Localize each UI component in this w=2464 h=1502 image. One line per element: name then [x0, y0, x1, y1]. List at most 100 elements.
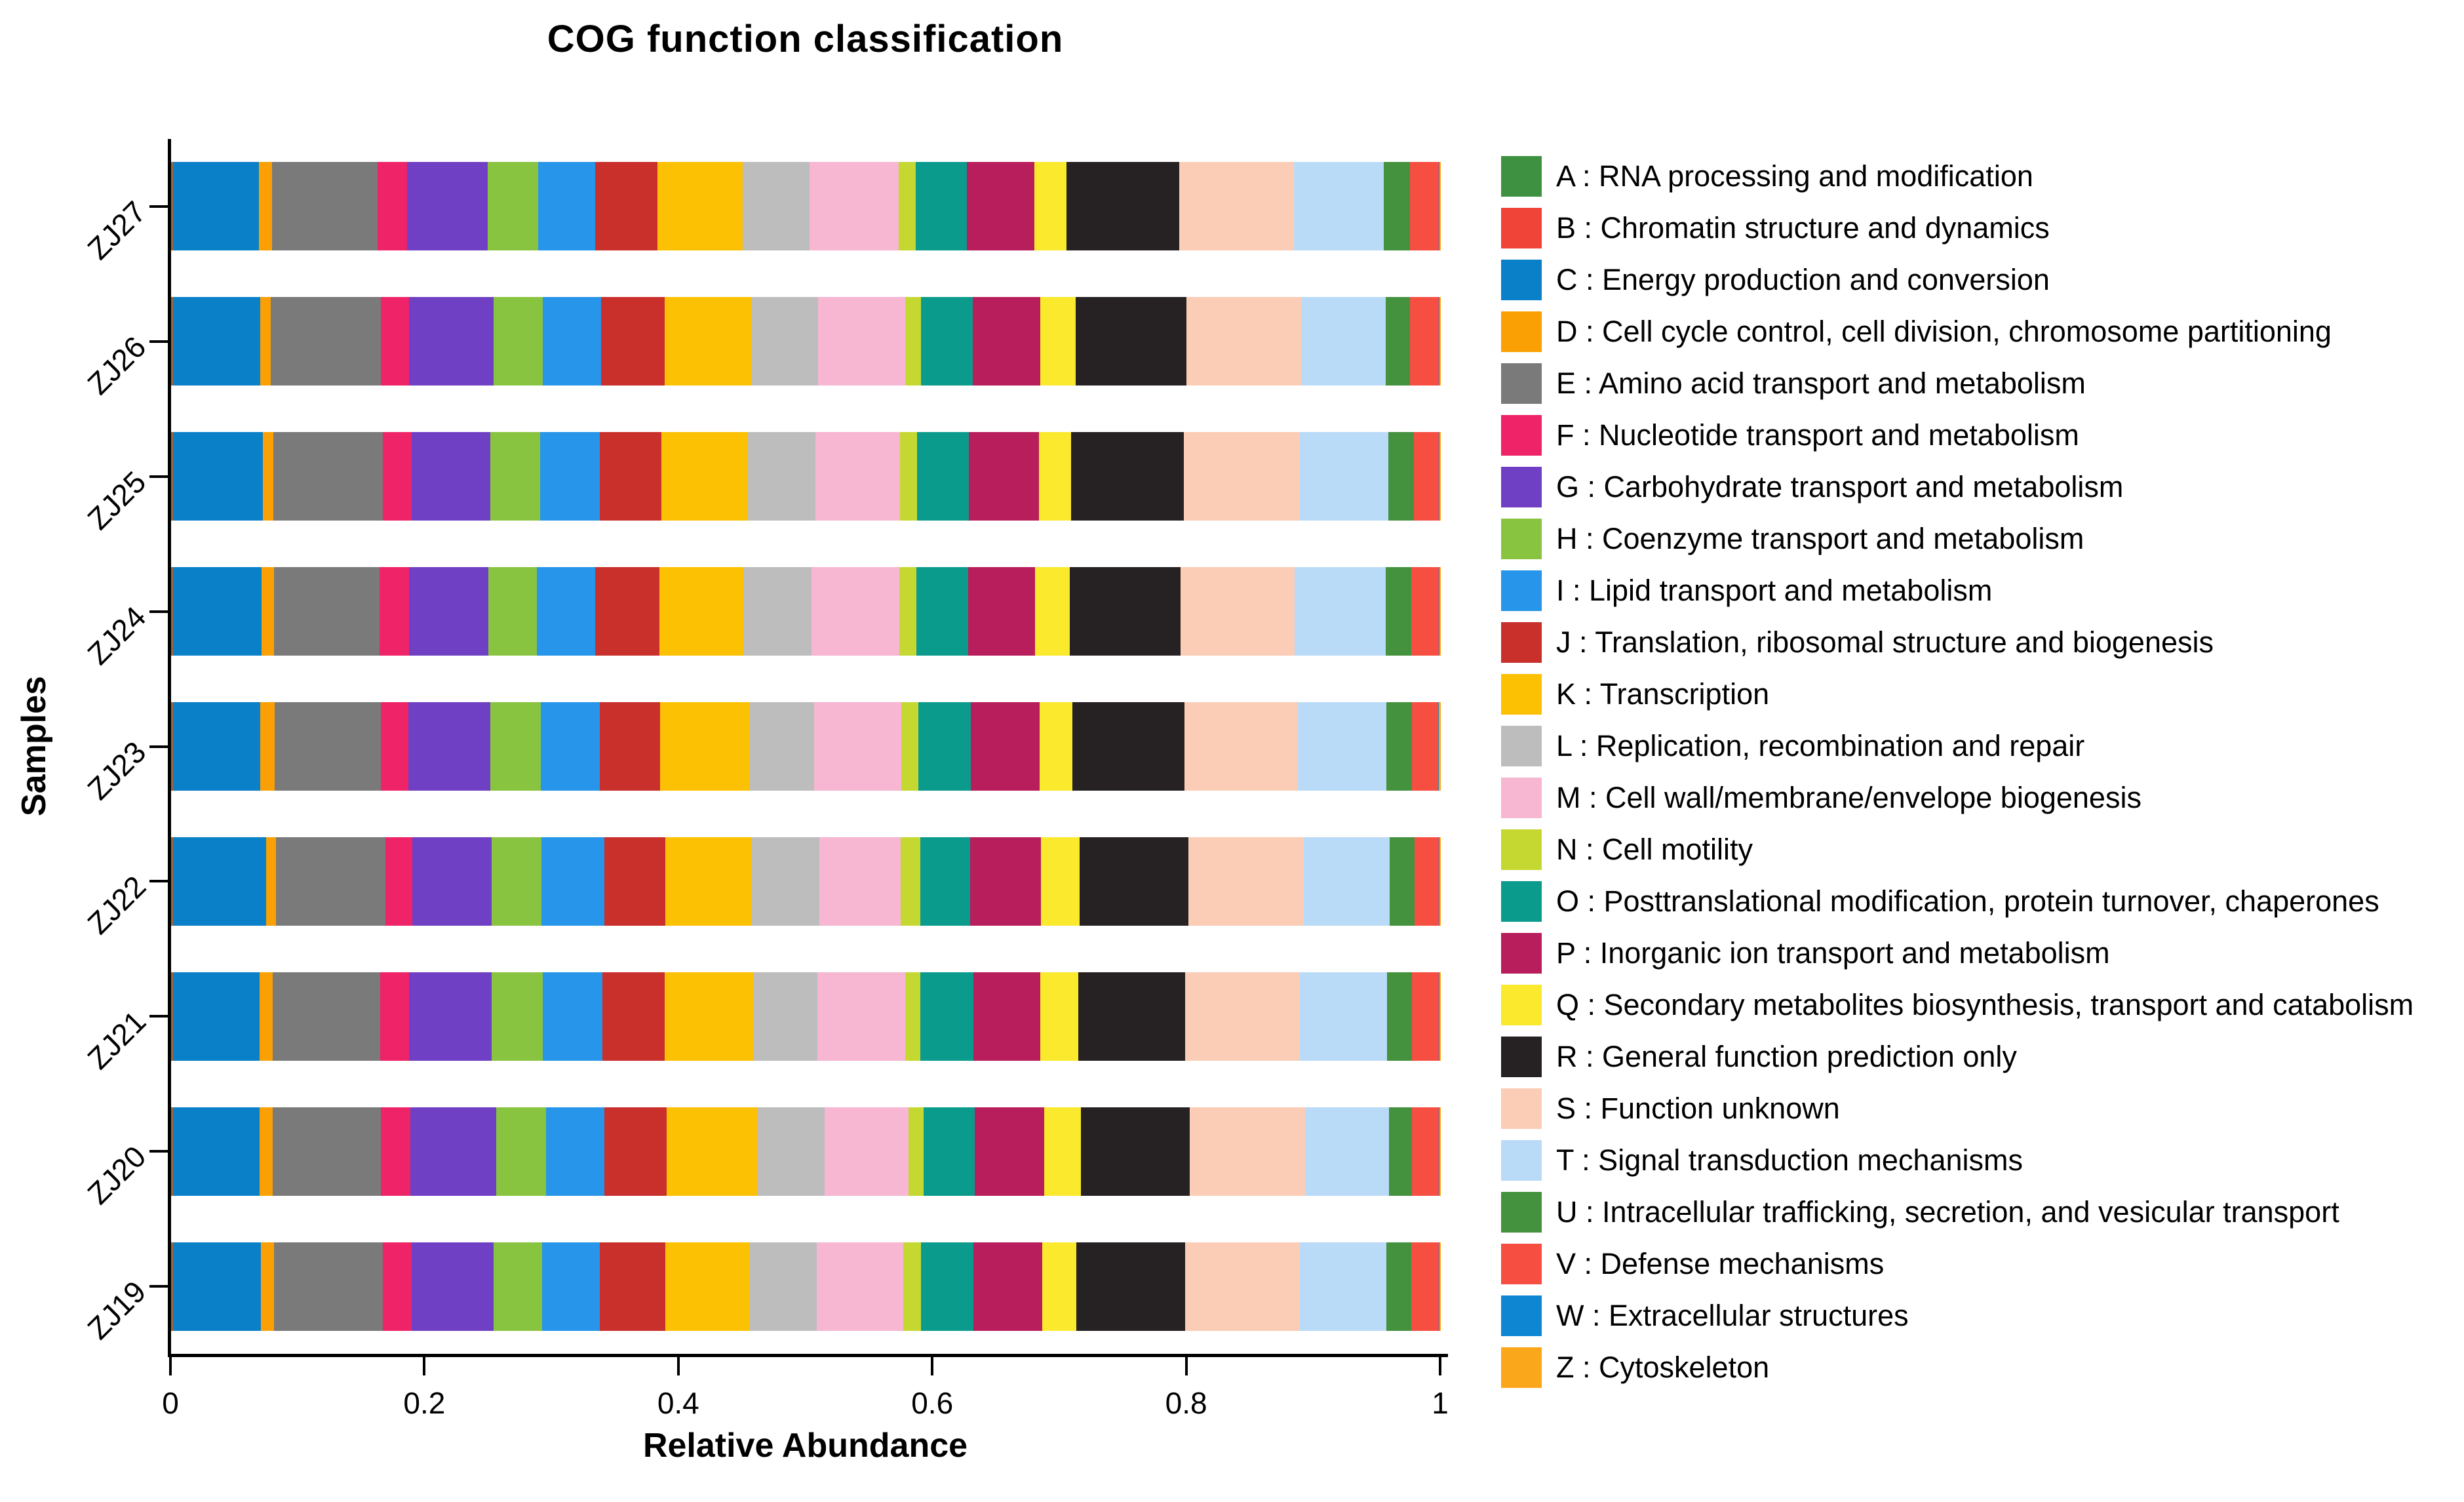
- bar-segment-q[interactable]: [1035, 567, 1070, 656]
- bar-segment-b[interactable]: [172, 972, 173, 1061]
- bar-segment-g[interactable]: [410, 1107, 496, 1196]
- bar-segment-l[interactable]: [756, 1107, 825, 1196]
- bar-segment-z[interactable]: [1439, 432, 1441, 521]
- bar-segment-d[interactable]: [260, 297, 271, 385]
- bar-segment-u[interactable]: [1386, 972, 1412, 1061]
- bar-segment-j[interactable]: [600, 432, 662, 521]
- bar-segment-o[interactable]: [918, 702, 971, 791]
- bar-segment-e[interactable]: [272, 1107, 381, 1196]
- bar-segment-h[interactable]: [493, 297, 543, 385]
- bar-segment-g[interactable]: [409, 972, 492, 1061]
- bar-segment-s[interactable]: [1184, 972, 1300, 1061]
- bar-segment-p[interactable]: [972, 297, 1040, 385]
- bar-segment-d[interactable]: [261, 567, 274, 656]
- bar-segment-r[interactable]: [1072, 702, 1184, 791]
- bar-segment-q[interactable]: [1042, 1242, 1076, 1331]
- bar-segment-d[interactable]: [259, 162, 273, 250]
- bar-segment-s[interactable]: [1184, 1242, 1300, 1331]
- bar-segment-u[interactable]: [1388, 1107, 1412, 1196]
- bar-segment-g[interactable]: [409, 567, 489, 656]
- bar-segment-l[interactable]: [749, 702, 815, 791]
- bar-segment-m[interactable]: [824, 1107, 909, 1196]
- bar-segment-p[interactable]: [973, 972, 1040, 1061]
- bar-segment-l[interactable]: [743, 567, 812, 656]
- bar-segment-t[interactable]: [1300, 297, 1386, 385]
- bar-segment-o[interactable]: [921, 1242, 973, 1331]
- bar-segment-p[interactable]: [973, 1242, 1042, 1331]
- bar-segment-v[interactable]: [1411, 1242, 1439, 1331]
- bar-segment-b[interactable]: [172, 567, 173, 656]
- bar-segment-f[interactable]: [380, 567, 410, 656]
- bar-segment-r[interactable]: [1075, 297, 1186, 385]
- bar-segment-g[interactable]: [408, 702, 491, 791]
- bar-segment-r[interactable]: [1079, 837, 1188, 926]
- bar-segment-i[interactable]: [541, 837, 605, 926]
- bar-segment-e[interactable]: [276, 837, 386, 926]
- bar-segment-j[interactable]: [604, 837, 666, 926]
- bar-segment-c[interactable]: [172, 432, 264, 521]
- bar-segment-n[interactable]: [908, 1107, 924, 1196]
- bar-segment-z[interactable]: [1439, 837, 1441, 926]
- bar-segment-e[interactable]: [273, 972, 381, 1061]
- bar-segment-i[interactable]: [537, 567, 596, 656]
- bar-segment-i[interactable]: [540, 432, 600, 521]
- bar-segment-a[interactable]: [171, 702, 172, 791]
- bar-segment-v[interactable]: [1414, 837, 1439, 926]
- bar-segment-i[interactable]: [545, 1107, 605, 1196]
- bar-segment-o[interactable]: [920, 837, 971, 926]
- bar-segment-p[interactable]: [975, 1107, 1044, 1196]
- bar-segment-f[interactable]: [385, 837, 413, 926]
- bar-segment-u[interactable]: [1385, 297, 1410, 385]
- bar-segment-u[interactable]: [1386, 1242, 1411, 1331]
- bar-segment-g[interactable]: [408, 297, 494, 385]
- bar-segment-z[interactable]: [1439, 1107, 1441, 1196]
- bar-segment-i[interactable]: [543, 972, 603, 1061]
- bar-segment-t[interactable]: [1294, 567, 1386, 656]
- bar-segment-o[interactable]: [920, 297, 973, 385]
- bar-segment-v[interactable]: [1411, 567, 1439, 656]
- bar-segment-e[interactable]: [273, 1242, 383, 1331]
- bar-segment-a[interactable]: [171, 432, 172, 521]
- bar-segment-b[interactable]: [172, 1107, 173, 1196]
- bar-segment-e[interactable]: [275, 702, 381, 791]
- bar-segment-h[interactable]: [488, 567, 538, 656]
- bar-segment-v[interactable]: [1409, 162, 1439, 250]
- bar-segment-g[interactable]: [412, 432, 491, 521]
- bar-segment-q[interactable]: [1044, 1107, 1081, 1196]
- bar-segment-s[interactable]: [1179, 162, 1294, 250]
- bar-segment-p[interactable]: [966, 162, 1034, 250]
- bar-segment-p[interactable]: [970, 837, 1041, 926]
- bar-segment-a[interactable]: [171, 1242, 172, 1331]
- bar-segment-d[interactable]: [259, 1107, 273, 1196]
- bar-segment-t[interactable]: [1299, 1242, 1386, 1331]
- bar-segment-f[interactable]: [380, 297, 409, 385]
- bar-segment-q[interactable]: [1034, 162, 1067, 250]
- bar-segment-h[interactable]: [488, 162, 539, 250]
- bar-segment-l[interactable]: [752, 837, 820, 926]
- bar-segment-f[interactable]: [380, 972, 410, 1061]
- bar-segment-f[interactable]: [378, 162, 408, 250]
- bar-segment-q[interactable]: [1040, 972, 1078, 1061]
- bar-segment-m[interactable]: [812, 567, 899, 656]
- bar-segment-m[interactable]: [817, 972, 906, 1061]
- bar-segment-p[interactable]: [968, 432, 1039, 521]
- bar-segment-o[interactable]: [916, 567, 968, 656]
- bar-segment-j[interactable]: [600, 297, 665, 385]
- bar-segment-n[interactable]: [901, 837, 920, 926]
- bar-segment-c[interactable]: [172, 1107, 260, 1196]
- bar-segment-v[interactable]: [1411, 972, 1439, 1061]
- bar-segment-n[interactable]: [905, 297, 921, 385]
- bar-segment-d[interactable]: [263, 432, 273, 521]
- bar-segment-a[interactable]: [171, 297, 172, 385]
- bar-segment-s[interactable]: [1186, 297, 1301, 385]
- bar-segment-v[interactable]: [1411, 1107, 1439, 1196]
- bar-segment-r[interactable]: [1078, 972, 1185, 1061]
- bar-segment-g[interactable]: [407, 162, 488, 250]
- bar-segment-a[interactable]: [171, 837, 172, 926]
- bar-segment-i[interactable]: [542, 1242, 600, 1331]
- bar-segment-z[interactable]: [1439, 972, 1441, 1061]
- bar-segment-t[interactable]: [1303, 837, 1390, 926]
- bar-segment-d[interactable]: [260, 702, 275, 791]
- bar-segment-t[interactable]: [1304, 1107, 1389, 1196]
- bar-segment-q[interactable]: [1040, 837, 1080, 926]
